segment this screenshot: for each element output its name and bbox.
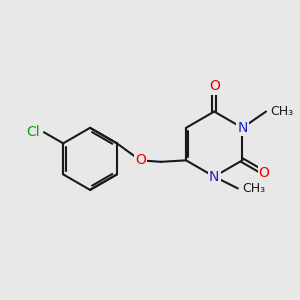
Text: CH₃: CH₃: [242, 182, 266, 195]
Text: N: N: [237, 121, 248, 135]
Text: O: O: [259, 166, 270, 180]
Text: O: O: [209, 80, 220, 94]
Text: O: O: [135, 153, 146, 167]
Text: N: N: [209, 169, 219, 184]
Text: Cl: Cl: [26, 125, 40, 139]
Text: CH₃: CH₃: [270, 105, 294, 118]
